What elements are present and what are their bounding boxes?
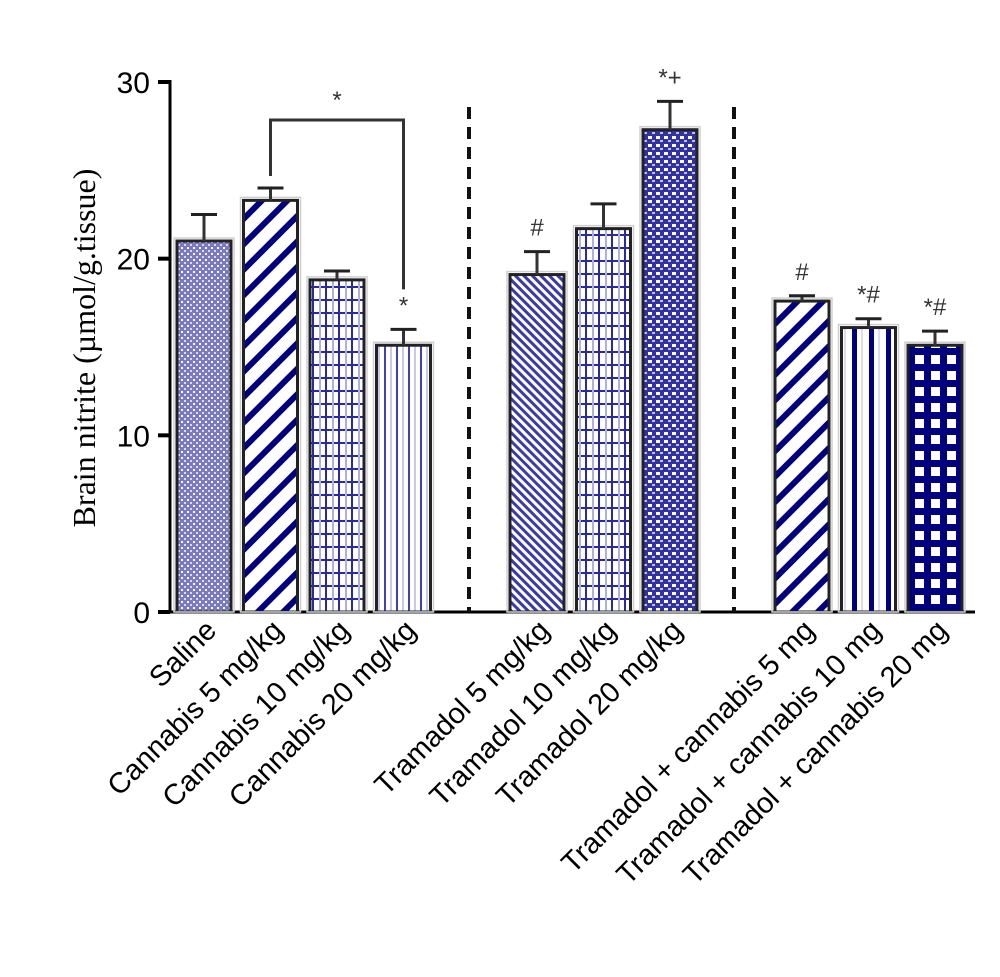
y-axis-title: Brain nitrite (µmol/g.tissue): [66, 169, 102, 528]
significance-marker: #: [530, 215, 544, 242]
significance-marker: *: [399, 292, 408, 319]
y-tick-label: 30: [117, 67, 150, 100]
significance-marker: *#: [857, 282, 880, 309]
significance-annotations: *#*+#*# *#: [399, 64, 947, 321]
bracket-label: *: [332, 87, 341, 114]
bar: [641, 128, 699, 614]
bar: [840, 326, 897, 614]
bracket-line: [269, 118, 405, 290]
bar: [508, 273, 566, 614]
y-tick-label: 20: [117, 244, 150, 277]
error-bars: [191, 99, 948, 346]
significance-marker: *#: [924, 294, 947, 321]
significance-bracket: *: [269, 87, 405, 290]
bar: [773, 299, 831, 614]
bar: [575, 227, 632, 614]
y-tick-label: 10: [117, 420, 150, 453]
bar: [308, 278, 366, 614]
x-tick-label: Tramadol + cannabis 20 mg: [677, 614, 954, 891]
y-tick-label: 0: [133, 597, 150, 630]
bar: [906, 343, 964, 614]
significance-marker: *+: [658, 64, 681, 91]
significance-marker: #: [795, 259, 809, 286]
bars: [173, 125, 966, 614]
y-ticks: 0 10 20 30: [117, 67, 170, 630]
bar: [375, 343, 432, 614]
bar: [175, 239, 233, 614]
bar: [242, 198, 299, 614]
group-separators: [467, 107, 736, 612]
